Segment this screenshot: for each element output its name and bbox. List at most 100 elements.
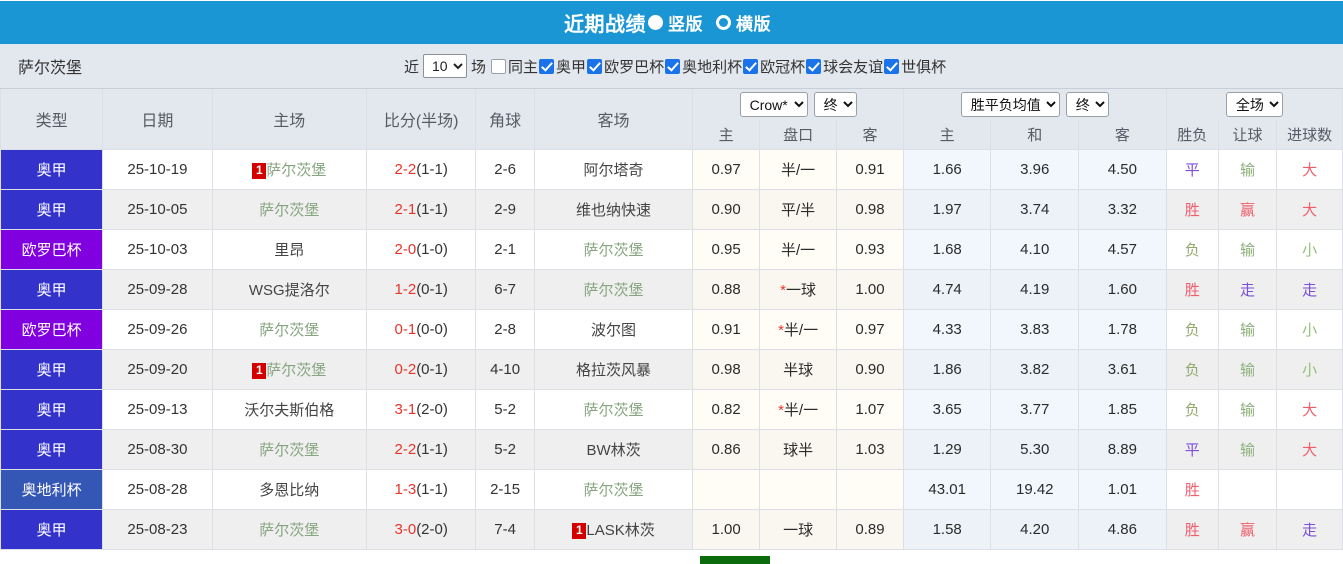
table-row[interactable]: 奥甲 25-08-23 萨尔茨堡 3-0(2-0) 7-4 1 LASK林茨 1.00 一球 0.…	[0, 508, 1343, 550]
cell-competition-type[interactable]: 奥甲	[0, 148, 104, 190]
cell-away-team[interactable]: 萨尔茨堡	[533, 268, 694, 310]
cell-result-overunder	[1276, 468, 1343, 510]
cell-home-team[interactable]: 萨尔茨堡	[211, 508, 367, 550]
cell-ah-away-odds: 1.03	[836, 428, 904, 470]
cell-score[interactable]: 3-1(2-0)	[365, 388, 477, 430]
odds-phase-select[interactable]: 终	[1065, 92, 1109, 117]
radio-vertical-view-label[interactable]: 竖版	[668, 15, 703, 34]
filter-comp-3[interactable]: 欧冠杯	[742, 56, 805, 77]
cell-away-team[interactable]: 1 LASK林茨	[533, 508, 694, 550]
filter-comp-5[interactable]: 世俱杯	[883, 56, 946, 77]
radio-horizontal-view[interactable]	[716, 15, 731, 30]
comp-3-checkbox[interactable]	[743, 58, 759, 74]
cell-home-team[interactable]: 萨尔茨堡	[211, 308, 367, 350]
col-header-ah-line[interactable]: 盘口	[758, 120, 838, 150]
col-header-date[interactable]: 日期	[102, 89, 213, 149]
comp-2-checkbox[interactable]	[665, 58, 681, 74]
col-header-type[interactable]: 类型	[0, 89, 104, 149]
filter-comp-4[interactable]: 球会友谊	[805, 56, 883, 77]
cell-ah-home-odds: 0.98	[692, 348, 760, 390]
cell-score[interactable]: 2-2(1-1)	[365, 428, 477, 470]
cell-score[interactable]: 3-0(2-0)	[365, 508, 477, 550]
table-row[interactable]: 奥甲 25-09-20 1 萨尔茨堡 0-2(0-1) 4-10 格拉茨风暴 0.98 半球 0.…	[0, 348, 1343, 390]
cell-home-team[interactable]: 多恩比纳	[211, 468, 367, 510]
cell-competition-type[interactable]: 奥甲	[0, 188, 104, 230]
odds-type-select[interactable]: 胜平负均值	[960, 92, 1060, 117]
away-team-name: 格拉茨风暴	[576, 361, 652, 379]
scope-select[interactable]: 全场	[1225, 92, 1283, 117]
cell-away-team[interactable]: 波尔图	[533, 308, 694, 350]
cell-away-team[interactable]: 萨尔茨堡	[533, 388, 694, 430]
filter-comp-1[interactable]: 欧罗巴杯	[586, 56, 664, 77]
table-row[interactable]: 欧罗巴杯 25-09-26 萨尔茨堡 0-1(0-0) 2-8 波尔图 0.91 *半/一 0.…	[0, 308, 1343, 350]
radio-horizontal-view-label[interactable]: 横版	[736, 15, 771, 34]
col-header-eu-away[interactable]: 客	[1078, 120, 1167, 150]
col-header-ah-home[interactable]: 主	[692, 120, 760, 150]
cell-home-team[interactable]: 1 萨尔茨堡	[211, 348, 367, 390]
cell-score[interactable]: 2-2(1-1)	[365, 148, 477, 190]
cell-score[interactable]: 2-1(1-1)	[365, 188, 477, 230]
col-header-result-ah[interactable]: 让球	[1217, 120, 1278, 150]
scrollbar-thumb[interactable]	[700, 556, 770, 564]
col-header-away[interactable]: 客场	[533, 89, 694, 149]
table-row[interactable]: 奥甲 25-08-30 萨尔茨堡 2-2(1-1) 5-2 BW林茨 0.86 球半 1.03 1…	[0, 428, 1343, 470]
comp-0-checkbox[interactable]	[539, 58, 555, 74]
cell-result-overunder: 小	[1276, 348, 1343, 390]
table-row[interactable]: 欧罗巴杯 25-10-03 里昂 2-0(1-0) 2-1 萨尔茨堡 0.95 半/一 0.93…	[0, 228, 1343, 270]
col-header-result-wl[interactable]: 胜负	[1165, 120, 1219, 150]
table-row[interactable]: 奥甲 25-09-13 沃尔夫斯伯格 3-1(2-0) 5-2 萨尔茨堡 0.82 *半/一 1…	[0, 388, 1343, 430]
filter-comp-2[interactable]: 奥地利杯	[664, 56, 742, 77]
matches-label: 场	[471, 58, 487, 76]
cell-away-team[interactable]: 萨尔茨堡	[533, 468, 694, 510]
table-row[interactable]: 奥甲 25-10-19 1 萨尔茨堡 2-2(1-1) 2-6 阿尔塔奇 0.97 半/一 0.9…	[0, 148, 1343, 190]
cell-competition-type[interactable]: 奥甲	[0, 388, 104, 430]
table-row[interactable]: 奥甲 25-09-28 WSG提洛尔 1-2(0-1) 6-7 萨尔茨堡 0.88 *一球 1.…	[0, 268, 1343, 310]
col-header-ah-away[interactable]: 客	[836, 120, 904, 150]
cell-competition-type[interactable]: 欧罗巴杯	[0, 308, 104, 350]
filter-comp-0[interactable]: 奥甲	[538, 56, 586, 77]
cell-competition-type[interactable]: 欧罗巴杯	[0, 228, 104, 270]
comp-4-checkbox[interactable]	[806, 58, 822, 74]
cell-eu-away-odds: 4.86	[1078, 508, 1167, 550]
col-header-result-ou[interactable]: 进球数	[1276, 120, 1343, 150]
cell-score[interactable]: 2-0(1-0)	[365, 228, 477, 270]
filter-same-home[interactable]: 同主	[490, 56, 538, 77]
cell-home-team[interactable]: 1 萨尔茨堡	[211, 148, 367, 190]
cell-home-team[interactable]: 萨尔茨堡	[211, 428, 367, 470]
cell-score[interactable]: 1-3(1-1)	[365, 468, 477, 510]
cell-competition-type[interactable]: 奥甲	[0, 508, 104, 550]
radio-vertical-view[interactable]	[648, 15, 663, 30]
horizontal-scrollbar[interactable]	[0, 554, 1343, 564]
col-header-eu-draw[interactable]: 和	[990, 120, 1080, 150]
cell-competition-type[interactable]: 奥甲	[0, 348, 104, 390]
cell-away-team[interactable]: 维也纳快速	[533, 188, 694, 230]
col-header-score[interactable]: 比分(半场)	[365, 89, 477, 149]
comp-1-checkbox[interactable]	[587, 58, 603, 74]
handicap-phase-select[interactable]: 终	[813, 92, 857, 117]
table-row[interactable]: 奥甲 25-10-05 萨尔茨堡 2-1(1-1) 2-9 维也纳快速 0.90 平/半 0.9…	[0, 188, 1343, 230]
same-home-checkbox[interactable]	[491, 58, 507, 74]
cell-home-team[interactable]: WSG提洛尔	[211, 268, 367, 310]
cell-competition-type[interactable]: 奥地利杯	[0, 468, 104, 510]
cell-away-team[interactable]: 阿尔塔奇	[533, 148, 694, 190]
cell-home-team[interactable]: 里昂	[211, 228, 367, 270]
cell-away-team[interactable]: 萨尔茨堡	[533, 228, 694, 270]
col-header-home[interactable]: 主场	[211, 89, 367, 149]
cell-home-team[interactable]: 萨尔茨堡	[211, 188, 367, 230]
col-header-corner[interactable]: 角球	[475, 89, 535, 149]
cell-away-team[interactable]: BW林茨	[533, 428, 694, 470]
asterisk-icon: *	[780, 281, 786, 299]
cell-competition-type[interactable]: 奥甲	[0, 268, 104, 310]
col-header-eu-home[interactable]: 主	[902, 120, 992, 150]
table-row[interactable]: 奥地利杯 25-08-28 多恩比纳 1-3(1-1) 2-15 萨尔茨堡 43.01 19.…	[0, 468, 1343, 510]
comp-5-checkbox[interactable]	[884, 58, 900, 74]
cell-score[interactable]: 1-2(0-1)	[365, 268, 477, 310]
bookmaker-select[interactable]: Crow*	[739, 92, 808, 117]
cell-away-team[interactable]: 格拉茨风暴	[533, 348, 694, 390]
score-fulltime: 2-2	[394, 440, 417, 458]
cell-score[interactable]: 0-1(0-0)	[365, 308, 477, 350]
cell-score[interactable]: 0-2(0-1)	[365, 348, 477, 390]
cell-home-team[interactable]: 沃尔夫斯伯格	[211, 388, 367, 430]
cell-competition-type[interactable]: 奥甲	[0, 428, 104, 470]
recent-count-select[interactable]: 10	[423, 54, 468, 78]
